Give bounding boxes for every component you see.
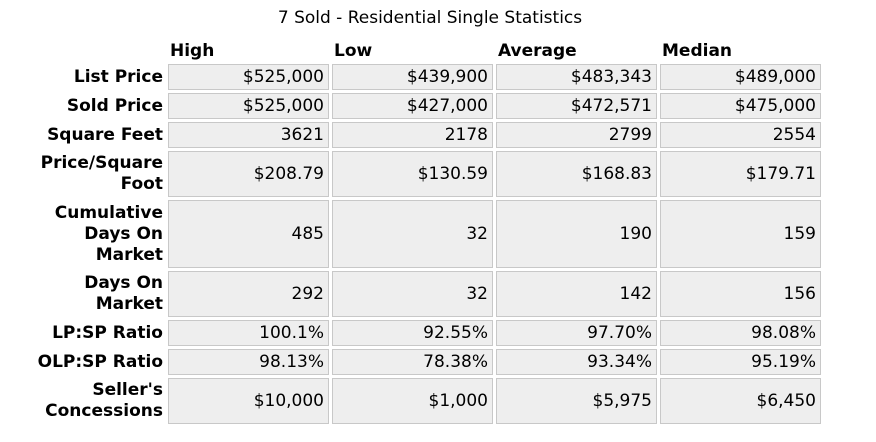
value-cell: $208.79	[168, 151, 329, 197]
table-row: OLP:SP Ratio 98.13% 78.38% 93.34% 95.19%	[31, 349, 821, 375]
value-cell: 100.1%	[168, 320, 329, 346]
row-label: Sold Price	[66, 95, 163, 116]
value-cell: 142	[496, 271, 657, 317]
table-row: Days On Market 292 32 142 156	[31, 271, 821, 317]
value-cell: $472,571	[496, 93, 657, 119]
value-cell: 485	[168, 200, 329, 268]
value-cell: $475,000	[660, 93, 821, 119]
value-cell: 93.34%	[496, 349, 657, 375]
value-cell: 92.55%	[332, 320, 493, 346]
table-row: LP:SP Ratio 100.1% 92.55% 97.70% 98.08%	[31, 320, 821, 346]
column-header-average: Average	[498, 41, 577, 61]
value-cell: 32	[332, 271, 493, 317]
value-cell: $489,000	[660, 64, 821, 90]
value-cell: 190	[496, 200, 657, 268]
row-label: LP:SP Ratio	[52, 322, 163, 343]
table-row: Seller's Concessions $10,000 $1,000 $5,9…	[31, 378, 821, 424]
value-cell: 32	[332, 200, 493, 268]
value-cell: 2799	[496, 122, 657, 148]
value-cell: $168.83	[496, 151, 657, 197]
value-cell: 97.70%	[496, 320, 657, 346]
column-header-low: Low	[334, 41, 373, 61]
value-cell: $6,450	[660, 378, 821, 424]
row-label: Square Feet	[47, 124, 163, 145]
value-cell: $1,000	[332, 378, 493, 424]
value-cell: 2554	[660, 122, 821, 148]
row-label: Price/Square Foot	[40, 153, 163, 194]
column-header-high: High	[170, 41, 215, 61]
row-label: Seller's Concessions	[45, 380, 163, 421]
table-row: Sold Price $525,000 $427,000 $472,571 $4…	[31, 93, 821, 119]
value-cell: $525,000	[168, 64, 329, 90]
header-row: High Low Average Median	[31, 37, 821, 61]
value-cell: $439,900	[332, 64, 493, 90]
value-cell: 2178	[332, 122, 493, 148]
column-header-median: Median	[662, 41, 733, 61]
value-cell: $179.71	[660, 151, 821, 197]
value-cell: $483,343	[496, 64, 657, 90]
statistics-table: High Low Average Median List Price $525,…	[28, 34, 824, 427]
value-cell: $130.59	[332, 151, 493, 197]
value-cell: $525,000	[168, 93, 329, 119]
value-cell: $427,000	[332, 93, 493, 119]
value-cell: 292	[168, 271, 329, 317]
value-cell: 156	[660, 271, 821, 317]
row-label: List Price	[73, 66, 163, 87]
value-cell: 98.13%	[168, 349, 329, 375]
row-label: Cumulative Days On Market	[54, 202, 163, 265]
row-label: Days On Market	[84, 273, 163, 314]
table-row: Square Feet 3621 2178 2799 2554	[31, 122, 821, 148]
value-cell: 159	[660, 200, 821, 268]
page-title: 7 Sold - Residential Single Statistics	[277, 8, 583, 28]
table-row: Cumulative Days On Market 485 32 190 159	[31, 200, 821, 268]
value-cell: 78.38%	[332, 349, 493, 375]
value-cell: 98.08%	[660, 320, 821, 346]
value-cell: $5,975	[496, 378, 657, 424]
value-cell: $10,000	[168, 378, 329, 424]
table-row: Price/Square Foot $208.79 $130.59 $168.8…	[31, 151, 821, 197]
row-label: OLP:SP Ratio	[37, 351, 163, 372]
value-cell: 3621	[168, 122, 329, 148]
table-row: List Price $525,000 $439,900 $483,343 $4…	[31, 64, 821, 90]
value-cell: 95.19%	[660, 349, 821, 375]
corner-cell	[31, 37, 165, 61]
